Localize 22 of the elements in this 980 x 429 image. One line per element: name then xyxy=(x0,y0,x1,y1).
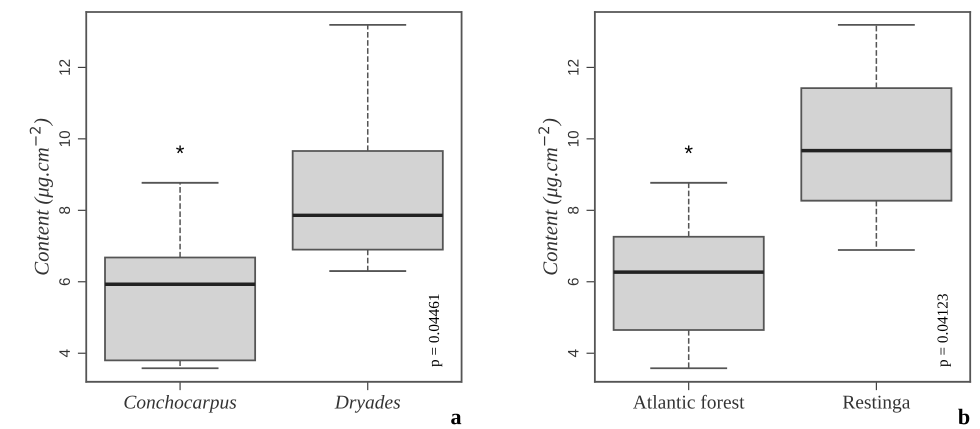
x-tick-label: Conchocarpus xyxy=(124,395,236,413)
x-tick-label: Dryades xyxy=(334,395,400,413)
y-axis-title: Content (μg.cm$^{−2}$) xyxy=(538,118,562,275)
annotation: * xyxy=(176,145,184,154)
annotation: p = 0.04461 xyxy=(428,294,442,367)
y-tick-label: 8 xyxy=(568,206,579,214)
y-tick-label: 4 xyxy=(59,349,70,358)
y-tick-label: 6 xyxy=(59,278,70,286)
y-tick-label: 12 xyxy=(568,60,578,75)
y-tick-label: 10 xyxy=(59,130,70,146)
annotation: p = 0.04123 xyxy=(937,294,951,367)
text: b xyxy=(958,408,970,424)
y-axis-title: Content (μg.cm$^{−2}$) xyxy=(30,118,53,275)
x-tick-label: Atlantic forest xyxy=(633,394,744,409)
annotation: * xyxy=(684,145,693,154)
x-tick-label: Restinga xyxy=(842,396,910,413)
y-tick-label: 6 xyxy=(568,278,579,286)
y-tick-label: 12 xyxy=(59,60,70,75)
y-tick-label: 8 xyxy=(59,206,70,214)
y-tick-label: 4 xyxy=(568,349,578,358)
text: a xyxy=(451,414,462,424)
y-tick-label: 10 xyxy=(568,130,579,146)
